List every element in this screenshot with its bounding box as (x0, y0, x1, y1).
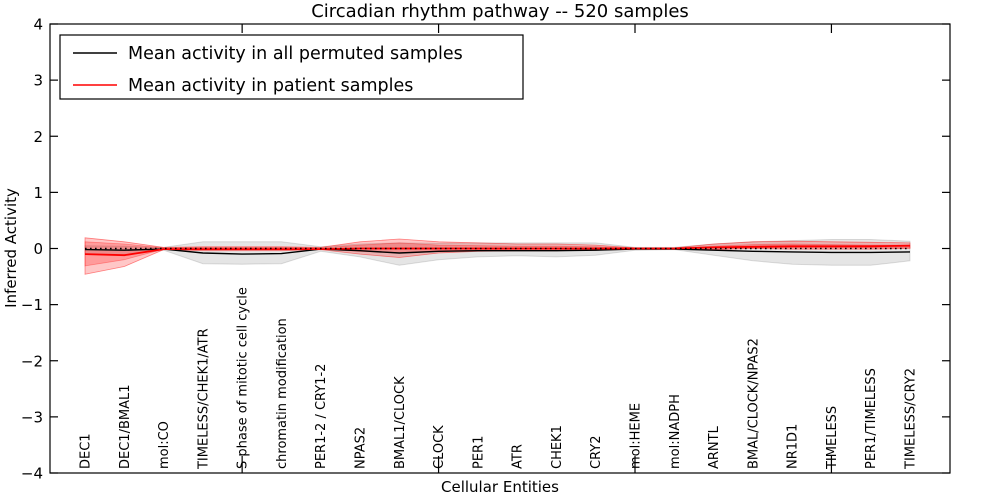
y-tick-label: −3 (21, 408, 43, 426)
x-tick-label: mol:CO (157, 421, 172, 469)
x-tick-label: PER1-2 / CRY1-2 (314, 364, 329, 469)
x-tick-label: mol:NADPH (668, 394, 683, 469)
x-tick-label: CRY2 (589, 436, 604, 470)
x-tick-label: TIMELESS/CHEK1/ATR (196, 328, 211, 470)
uncertainty-bands (84, 237, 911, 275)
permuted-band (84, 239, 911, 266)
legend-label-patient: Mean activity in patient samples (128, 76, 413, 96)
x-tick-label: CHEK1 (550, 425, 565, 469)
plot-frame (49, 23, 951, 474)
x-tick-label: TIMELESS (825, 406, 840, 470)
y-tick-label: 0 (33, 240, 43, 258)
x-axis-label: Cellular Entities (441, 478, 559, 496)
x-tick-label: TIMELESS/CRY2 (904, 368, 919, 470)
patient-mean-line (84, 244, 911, 257)
x-tick-label: PER1/TIMELESS (864, 368, 879, 469)
y-tick-label: 4 (33, 16, 43, 34)
x-tick-label: NR1D1 (786, 424, 801, 469)
y-tick-label: 1 (33, 184, 43, 202)
y-axis-label: Inferred Activity (2, 188, 20, 308)
x-tick-label: ATR (511, 444, 526, 469)
x-tick-label: DEC1/BMAL1 (118, 385, 133, 470)
x-tick-label: NPAS2 (354, 427, 369, 469)
x-tick-label: CLOCK (432, 425, 447, 469)
mean-lines (84, 244, 911, 257)
x-tick-label: S phase of mitotic cell cycle (236, 287, 251, 469)
legend: Mean activity in all permuted samples Me… (59, 34, 524, 100)
legend-label-permuted: Mean activity in all permuted samples (128, 44, 463, 64)
x-tick-label: mol:HEME (629, 403, 644, 469)
permuted-mean-line (84, 248, 911, 255)
y-tick-label: −1 (21, 296, 43, 314)
x-tick-label: BMAL/CLOCK/NPAS2 (746, 338, 761, 469)
axis-tick-labels: −4 −3 −2 −1 0 1 2 3 4 DEC1 DEC1/BMAL1 mol:CO TIMELES… (21, 16, 919, 483)
y-tick-label: −2 (21, 352, 43, 370)
y-tick-label: −4 (21, 465, 43, 483)
y-tick-label: 3 (33, 72, 43, 90)
legend-box (59, 34, 524, 100)
x-tick-label: DEC1 (79, 433, 94, 469)
x-tick-label: chromatin modification (275, 318, 290, 469)
x-tick-label: PER1 (471, 436, 486, 469)
chart-title: Circadian rhythm pathway -- 520 samples (311, 1, 689, 22)
y-tick-label: 2 (33, 128, 43, 146)
x-tick-label: ARNTL (707, 425, 722, 469)
x-tick-label: BMAL1/CLOCK (393, 376, 408, 469)
